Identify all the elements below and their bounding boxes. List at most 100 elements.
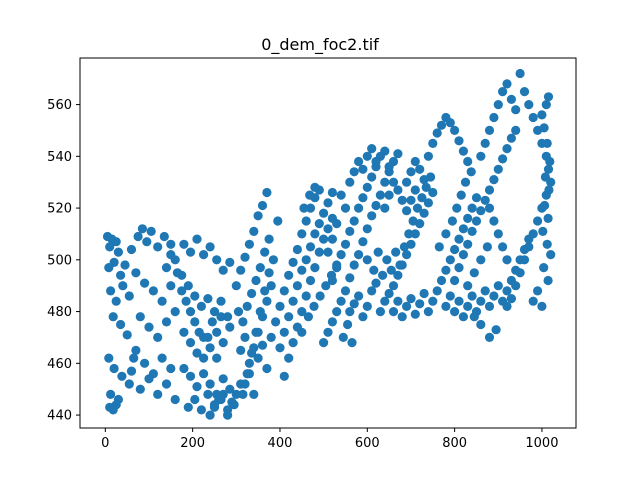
- data-point: [106, 389, 116, 399]
- data-point: [484, 301, 495, 311]
- data-point: [367, 286, 377, 296]
- data-point: [106, 286, 116, 296]
- data-point: [205, 343, 215, 353]
- data-point: [108, 312, 118, 322]
- data-point: [203, 294, 213, 304]
- data-point: [292, 281, 302, 291]
- data-point: [543, 275, 553, 286]
- data-point: [255, 307, 265, 317]
- data-point: [183, 281, 193, 291]
- data-point: [450, 125, 460, 135]
- data-point: [148, 286, 158, 296]
- data-point: [417, 193, 427, 203]
- data-point: [108, 405, 118, 415]
- data-point: [194, 327, 204, 337]
- data-point: [384, 190, 394, 200]
- chart-title: 0_dem_foc2.tif: [261, 35, 379, 55]
- data-point: [126, 244, 137, 255]
- data-point: [441, 301, 451, 311]
- data-point: [264, 234, 274, 244]
- data-point: [393, 185, 403, 195]
- data-point: [209, 307, 220, 317]
- data-point: [223, 312, 233, 322]
- data-point: [179, 363, 189, 374]
- data-point: [480, 286, 490, 296]
- data-point: [419, 288, 429, 299]
- data-point: [445, 118, 455, 128]
- data-point: [336, 250, 346, 260]
- data-point: [336, 190, 346, 200]
- y-tick-label: 440: [47, 409, 72, 424]
- data-point: [432, 128, 442, 138]
- data-point: [216, 312, 226, 322]
- data-point: [506, 133, 516, 143]
- data-point: [450, 275, 460, 286]
- data-point: [309, 301, 319, 311]
- data-point: [251, 327, 261, 337]
- data-point: [410, 156, 420, 167]
- data-point: [140, 278, 150, 288]
- data-point: [179, 327, 189, 337]
- data-point: [170, 307, 180, 317]
- data-point: [144, 322, 154, 332]
- data-point: [489, 112, 499, 123]
- data-point: [144, 374, 154, 384]
- data-point: [137, 224, 147, 234]
- data-point: [327, 317, 337, 327]
- data-point: [402, 301, 412, 311]
- data-point: [349, 167, 359, 177]
- data-point: [279, 371, 289, 381]
- data-point: [225, 322, 235, 332]
- data-point: [524, 100, 534, 110]
- data-point: [279, 286, 289, 296]
- data-point: [375, 190, 385, 200]
- data-point: [242, 301, 252, 311]
- data-point: [362, 224, 372, 234]
- data-point: [203, 389, 213, 399]
- data-point: [506, 94, 516, 104]
- data-point: [533, 216, 543, 226]
- data-point: [218, 374, 228, 384]
- data-point: [205, 410, 215, 420]
- data-point: [301, 216, 311, 226]
- data-point: [489, 291, 499, 301]
- data-point: [491, 325, 501, 335]
- y-tick-label: 460: [47, 357, 72, 372]
- data-point: [153, 389, 163, 399]
- data-point: [476, 206, 486, 216]
- data-point: [362, 182, 372, 192]
- data-point: [157, 353, 167, 363]
- data-point: [345, 273, 355, 283]
- data-point: [116, 270, 126, 280]
- data-point: [225, 257, 235, 267]
- data-point: [458, 312, 468, 322]
- data-point: [519, 255, 530, 265]
- data-point: [349, 299, 359, 309]
- data-point: [225, 384, 235, 394]
- data-point: [397, 312, 407, 322]
- data-point: [447, 216, 457, 226]
- data-point: [480, 138, 490, 148]
- data-point: [423, 151, 433, 161]
- data-point: [170, 394, 180, 405]
- data-point: [354, 291, 364, 301]
- data-point: [133, 231, 143, 242]
- data-point: [161, 263, 172, 273]
- data-point: [412, 203, 423, 213]
- data-point: [539, 123, 549, 133]
- data-point: [288, 296, 298, 306]
- data-point: [434, 242, 444, 252]
- data-point: [218, 389, 228, 399]
- data-point: [502, 144, 512, 154]
- data-point: [354, 250, 364, 260]
- data-point: [111, 237, 121, 247]
- data-point: [166, 239, 176, 249]
- data-point: [273, 216, 283, 226]
- data-point: [544, 185, 554, 195]
- data-point: [380, 203, 390, 213]
- data-point: [257, 340, 268, 350]
- data-point: [463, 156, 473, 167]
- data-point: [157, 296, 167, 306]
- data-point: [135, 384, 145, 394]
- data-point: [362, 301, 372, 311]
